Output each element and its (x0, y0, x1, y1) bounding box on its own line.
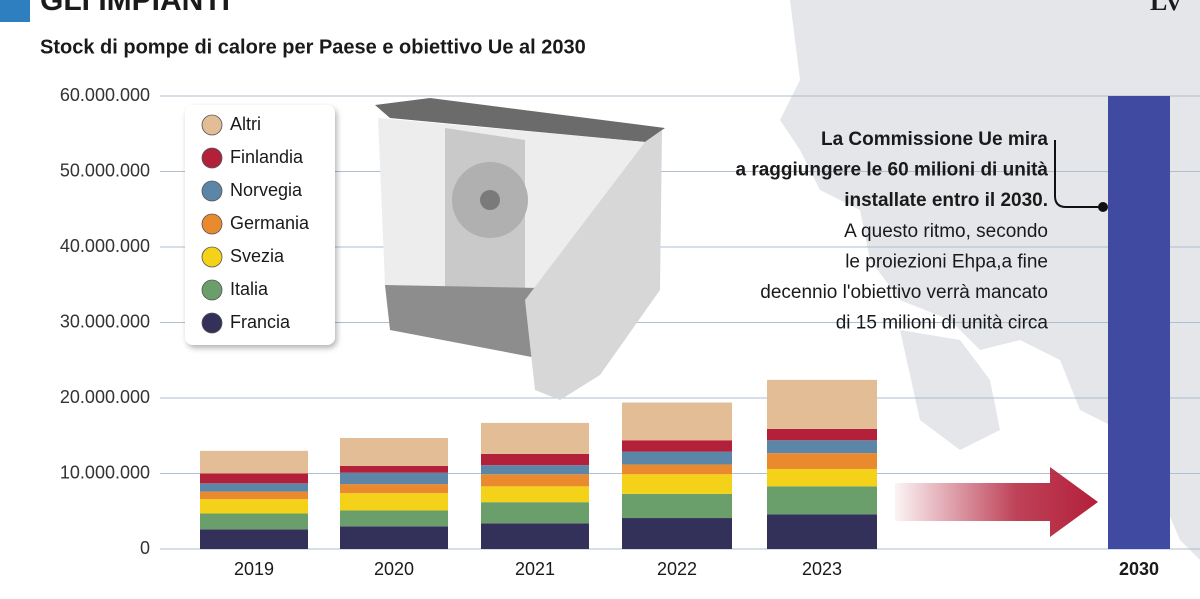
y-tick-label: 40.000.000 (60, 236, 150, 256)
annotation-bold: installate entro il 2030. (844, 190, 1048, 211)
annotation-text: A questo ritmo, secondo (844, 221, 1048, 242)
bar-segment (340, 510, 448, 527)
bar-segment (481, 422, 589, 454)
bar-segment (481, 465, 589, 475)
target-bar (1108, 96, 1170, 549)
legend-label: Italia (230, 279, 269, 299)
x-tick-label: 2019 (234, 559, 274, 579)
bar-segment (767, 379, 877, 429)
legend-swatch (201, 114, 223, 136)
bar-segment (340, 438, 448, 466)
legend-label: Finlandia (230, 147, 304, 167)
title: GLI IMPIANTI (40, 0, 230, 17)
legend-label: Svezia (230, 246, 285, 266)
legend-swatch (201, 147, 223, 169)
legend-swatch (201, 312, 223, 334)
bar-segment (622, 518, 732, 549)
y-tick-label: 30.000.000 (60, 311, 150, 331)
subtitle: Stock di pompe di calore per Paese e obi… (40, 36, 586, 58)
bar-segment (200, 483, 308, 492)
legend-swatch (201, 180, 223, 202)
y-tick-label: 60.000.000 (60, 85, 150, 105)
bar-segment (767, 486, 877, 515)
bar-segment (622, 493, 732, 519)
legend-label: Altri (230, 114, 261, 134)
legend-label: Norvegia (230, 180, 303, 200)
heat-pump-illustration (375, 98, 665, 400)
y-tick-label: 20.000.000 (60, 387, 150, 407)
bar-segment (481, 453, 589, 466)
annotation-connector (1054, 140, 1103, 208)
bar-segment (622, 451, 732, 465)
bar-segment (767, 468, 877, 487)
bar-segment (767, 440, 877, 454)
bar-segment (200, 529, 308, 549)
annotation: La Commissione Ue mira a raggiungere le 6… (735, 129, 1048, 334)
y-tick-label: 50.000.000 (60, 160, 150, 180)
logo: Lv (1150, 0, 1180, 16)
legend-swatch (201, 279, 223, 301)
bar-segment (340, 484, 448, 494)
x-tick-label: 2023 (802, 559, 842, 579)
x-tick-label: 2020 (374, 559, 414, 579)
legend-label: Germania (230, 213, 310, 233)
annotation-text: le proiezioni Ehpa,a fine (845, 252, 1048, 273)
x-tick-label: 2030 (1119, 559, 1159, 579)
annotation-bold: La Commissione Ue mira (821, 129, 1048, 150)
bar-segment (481, 486, 589, 503)
bars: 2019 2020 2021 2022 2023 2030 (200, 96, 1170, 579)
legend-swatch (201, 213, 223, 235)
bar-segment (340, 493, 448, 511)
title-marker (0, 0, 30, 22)
bar-segment (481, 523, 589, 549)
bar-segment (340, 472, 448, 485)
map-background (780, 0, 1200, 560)
annotation-text: di 15 milioni di unità circa (836, 313, 1049, 334)
y-tick-label: 0 (140, 538, 150, 558)
bar-segment (200, 450, 308, 474)
legend-swatch (201, 246, 223, 268)
bar-segment (200, 499, 308, 514)
bar-segment (200, 513, 308, 530)
bar-segment (622, 474, 732, 494)
legend-box (185, 105, 335, 345)
bar-segment (481, 474, 589, 487)
x-tick-label: 2022 (657, 559, 697, 579)
bar-segment (767, 514, 877, 549)
legend-label: Francia (230, 312, 291, 332)
bar-segment (767, 453, 877, 469)
bar-segment (622, 402, 732, 441)
arrow (895, 467, 1098, 537)
bar-segment (767, 428, 877, 441)
bar-segment (200, 491, 308, 500)
legend: Altri Finlandia Norvegia Germania Svezia Ital… (185, 105, 335, 345)
bar-segment (481, 502, 589, 524)
bar-segment (622, 464, 732, 475)
bar-segment (200, 473, 308, 484)
bar-segment (622, 440, 732, 452)
bar-segment (340, 526, 448, 549)
annotation-dot (1098, 202, 1108, 212)
x-tick-label: 2021 (515, 559, 555, 579)
annotation-bold: a raggiungere le 60 milioni di unità (735, 160, 1048, 181)
y-tick-label: 10.000.000 (60, 462, 150, 482)
bar-segment (340, 465, 448, 473)
annotation-text: decennio l'obiettivo verrà mancato (760, 282, 1048, 303)
